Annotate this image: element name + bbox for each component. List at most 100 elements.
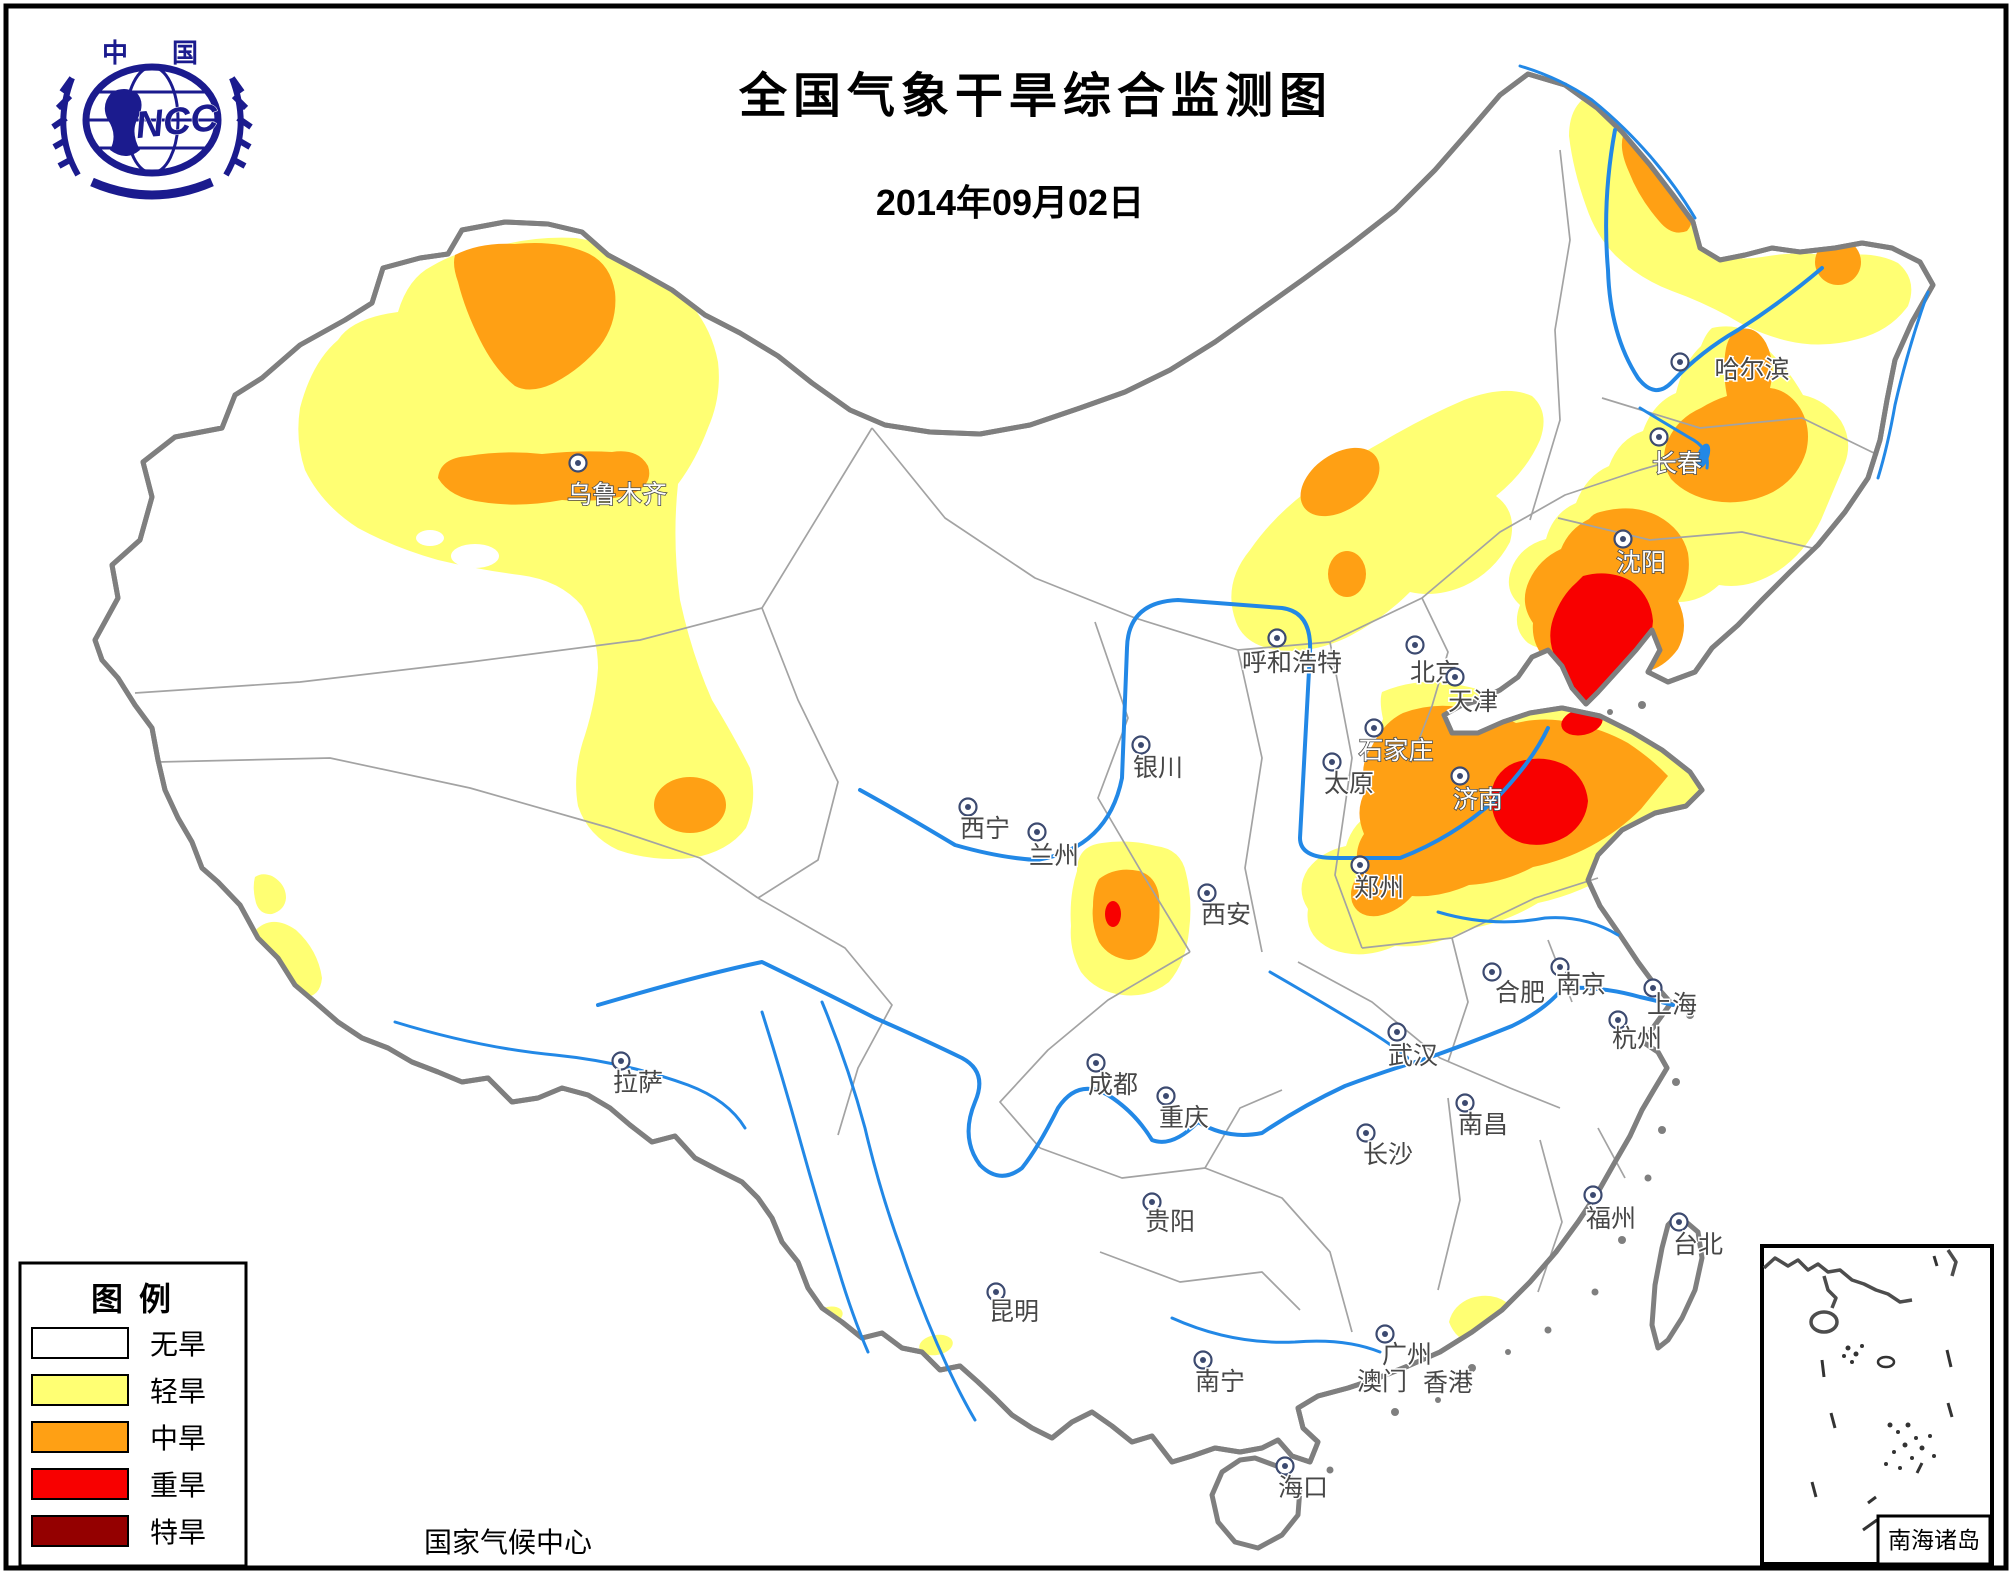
city-guiyang: 贵阳: [1142, 1192, 1197, 1238]
legend-label-1: 轻旱: [150, 1376, 206, 1408]
region-light-west-tibet-a: [253, 874, 286, 915]
inset-leizhou: [1822, 1275, 1838, 1309]
city-label-yinchuan: 银川: [1133, 754, 1183, 782]
legend-swatch-3: [31, 1468, 129, 1500]
city-nanning: 南宁: [1193, 1350, 1247, 1398]
city-label-hangzhou: 杭州: [1612, 1025, 1662, 1053]
city-harbin: 哈尔滨: [1670, 352, 1791, 386]
city-marker-dot-hefei: [1489, 969, 1495, 975]
legend-label-4: 特旱: [150, 1517, 206, 1549]
city-shenyang: 沈阳: [1613, 529, 1667, 578]
city-label-nanjing: 南京: [1556, 971, 1606, 999]
city-label-shenyang: 沈阳: [1616, 549, 1666, 577]
city-marker-dot-yinchuan: [1138, 742, 1144, 748]
city-label-lanzhou: 兰州: [1029, 842, 1079, 870]
huai-river: [1436, 910, 1620, 937]
city-xian: 西安: [1197, 883, 1253, 931]
province-borders: [134, 149, 1879, 1333]
city-marker-dot-xining: [965, 804, 971, 810]
no-drought-hole-b: [416, 530, 444, 546]
han-river: [1268, 970, 1410, 1060]
city-fuzhou: 福州: [1583, 1185, 1638, 1235]
city-label-chengdu: 成都: [1088, 1071, 1138, 1099]
city-changchun: 长春: [1649, 427, 1703, 479]
city-label-guiyang: 贵阳: [1145, 1208, 1195, 1236]
legend-label-0: 无旱: [150, 1330, 206, 1361]
region-mod-gansu: [1092, 869, 1160, 960]
legend-swatch-0: [31, 1327, 129, 1359]
city-label-urumqi: 乌鲁木齐: [567, 481, 667, 509]
city-lhasa: 拉萨: [611, 1051, 665, 1099]
city-label-shanghai: 上海: [1647, 991, 1697, 1019]
city-marker-dot-shijiazhuang: [1371, 725, 1377, 731]
no-drought-hole-a: [451, 544, 499, 568]
city-marker-dot-guiyang: [1149, 1199, 1155, 1205]
city-hangzhou: 杭州: [1608, 1010, 1664, 1055]
legend-swatch-2: [31, 1421, 129, 1453]
city-label-lhasa: 拉萨: [613, 1069, 663, 1097]
city-marker-dot-hohhot: [1274, 635, 1280, 641]
city-label-nanning: 南宁: [1195, 1368, 1245, 1396]
city-urumqi: 乌鲁木齐: [566, 453, 668, 510]
logo-laurel-right: [223, 76, 253, 177]
city-taipei: 台北: [1669, 1212, 1725, 1261]
city-marker-dot-kunming: [993, 1289, 999, 1295]
region-mod-amur-streak: [1621, 133, 1692, 233]
city-label-shijiazhuang: 石家庄: [1358, 737, 1433, 765]
salween-river: [760, 1010, 870, 1354]
inset-label-box: [1876, 1514, 1992, 1566]
yangtze-river: [596, 960, 1675, 1178]
south-china-sea-inset: 南海诸岛: [1760, 1244, 1994, 1566]
city-marker-dot-lanzhou: [1034, 829, 1040, 835]
coastal-islands: [1326, 701, 1694, 1474]
inset-label: 南海诸岛: [1888, 1528, 1980, 1553]
city-marker-dot-taipei: [1676, 1219, 1682, 1225]
inset-hainan: [1809, 1310, 1839, 1334]
page-title: 全国气象干旱综合监测图: [738, 69, 1333, 123]
city-label-hohhot: 呼和浩特: [1242, 649, 1342, 677]
city-marker-dot-changsha: [1363, 1130, 1369, 1136]
inset-island-dots: [1842, 1344, 1936, 1470]
legend-swatch-4: [31, 1515, 129, 1547]
city-marker-dot-nanning: [1200, 1357, 1206, 1363]
city-label-taipei: 台北: [1673, 1231, 1723, 1259]
city-marker-dot-haikou: [1282, 1463, 1288, 1469]
logo-laurel-left: [51, 76, 81, 177]
city-label-xining: 西宁: [960, 815, 1010, 843]
city-marker-dot-hangzhou: [1615, 1017, 1621, 1023]
city-marker-dot-lhasa: [618, 1058, 624, 1064]
city-marker-dot-shanghai: [1650, 985, 1656, 991]
region-light-yunnan-b: [919, 1334, 953, 1356]
legend-label-3: 重旱: [150, 1470, 206, 1502]
city-label-hongkong: 香港: [1423, 1369, 1473, 1397]
city-chongqing: 重庆: [1156, 1086, 1211, 1134]
region-mod-urumqi: [438, 451, 650, 505]
city-label-haikou: 海口: [1278, 1474, 1328, 1502]
city-label-macau: 澳门: [1357, 1368, 1407, 1396]
hainan-island: [1209, 1455, 1303, 1551]
city-marker-dot-harbin: [1677, 359, 1683, 365]
city-marker-dot-fuzhou: [1590, 1192, 1596, 1198]
city-lanzhou: 兰州: [1027, 822, 1081, 872]
city-label-zhengzhou: 郑州: [1354, 874, 1404, 902]
city-zhengzhou: 郑州: [1350, 855, 1406, 904]
city-label-harbin: 哈尔滨: [1714, 356, 1789, 384]
city-label-changsha: 长沙: [1363, 1141, 1413, 1169]
region-light-xinjiang: [298, 237, 754, 860]
city-marker-dot-changchun: [1656, 434, 1662, 440]
inset-dash-line: [1810, 1255, 1954, 1532]
city-shanghai: 上海: [1643, 978, 1699, 1021]
city-yinchuan: 银川: [1131, 735, 1185, 784]
logo-char-guo: 国: [172, 38, 198, 68]
logo-swoosh: [90, 177, 214, 200]
inset-box: [1760, 1244, 1994, 1566]
songhua-river: [1604, 128, 1824, 392]
pearl-river: [1170, 1316, 1382, 1354]
region-mod-qinghai: [654, 777, 726, 833]
city-marker-dot-taiyuan: [1329, 759, 1335, 765]
city-marker-dot-nanchang: [1462, 1100, 1468, 1106]
